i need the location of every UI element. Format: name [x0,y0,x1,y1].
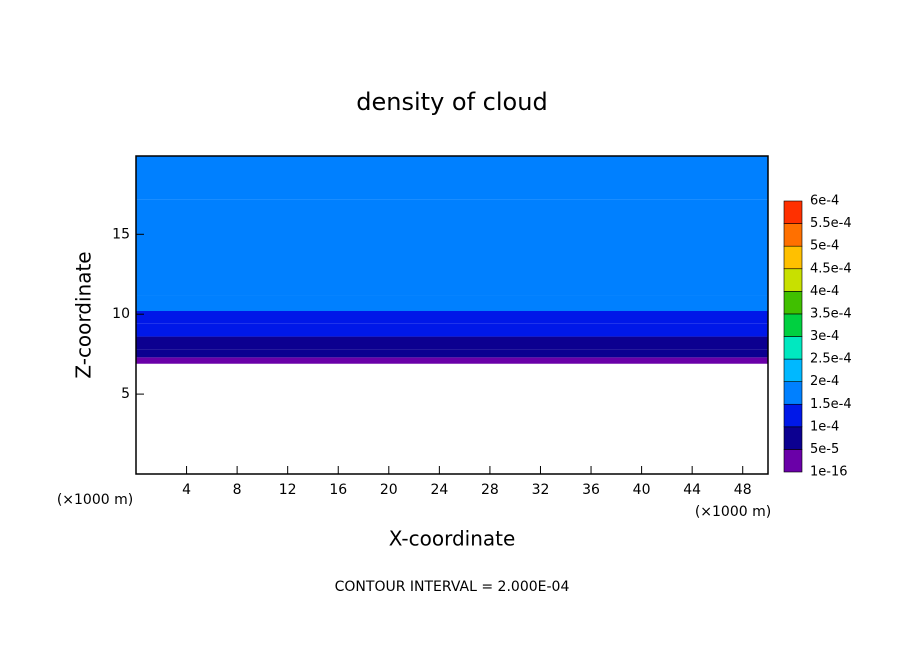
colorbar-band [783,245,803,270]
contour-band [136,156,768,200]
x-unit-label: (×1000 m) [695,504,771,520]
colorbar-band [783,223,803,247]
x-tick-label: 28 [481,482,499,498]
x-axis-label: X-coordinate [389,527,516,551]
y-tick-label: 5 [121,386,130,402]
colorbar-label: 5e-4 [810,239,839,254]
colorbar-band [783,336,803,360]
y-tick-label: 10 [112,306,130,322]
colorbar-band [783,268,803,292]
x-tick-label: 48 [734,482,752,498]
colorbar-label: 1e-16 [810,465,848,480]
x-tick-label: 16 [329,482,347,498]
colorbar-band [783,291,803,315]
colorbar-label: 6e-4 [810,194,839,209]
colorbar-label: 5.5e-4 [810,216,852,231]
x-tick-label: 36 [582,482,600,498]
y-axis-label: Z-coordinate [72,251,96,378]
x-tick-label: 32 [532,482,550,498]
x-tick-label: 44 [683,482,701,498]
colorbar-label: 4e-4 [810,284,839,299]
x-tick-label: 20 [380,482,398,498]
colorbar-band [783,426,803,450]
contour-band [136,199,768,296]
colorbar-band [783,449,803,473]
x-tick-label: 40 [633,482,651,498]
y-tick-label: 15 [112,226,130,242]
colorbar-label: 5e-5 [810,442,839,457]
colorbar-label: 1e-4 [810,419,839,434]
colorbar-label: 3e-4 [810,329,839,344]
contour-band [136,357,768,364]
colorbar-band [783,381,803,405]
colorbar-band [783,358,803,382]
x-unit-label: (×1000 m) [57,492,133,508]
x-tick-label: 4 [182,482,191,498]
contour-interval: CONTOUR INTERVAL = 2.000E-04 [335,579,570,595]
colorbar-label: 2e-4 [810,374,839,389]
colorbar-label: 2.5e-4 [810,352,852,367]
colorbar-band [783,403,803,428]
x-tick-label: 8 [233,482,242,498]
plot-frame [135,155,769,475]
contour-band [136,295,768,312]
colorbar-band [783,313,803,337]
contour-band [136,323,768,337]
chart-title: density of cloud [356,88,547,116]
x-tick-label: 12 [279,482,297,498]
colorbar-band [783,200,803,224]
colorbar-label: 1.5e-4 [810,397,852,412]
contour-band [136,311,768,324]
contour-band [136,336,768,350]
colorbar-label: 3.5e-4 [810,306,852,321]
colorbar-label: 4.5e-4 [810,261,852,276]
contour-band [136,349,768,358]
x-tick-label: 24 [430,482,448,498]
